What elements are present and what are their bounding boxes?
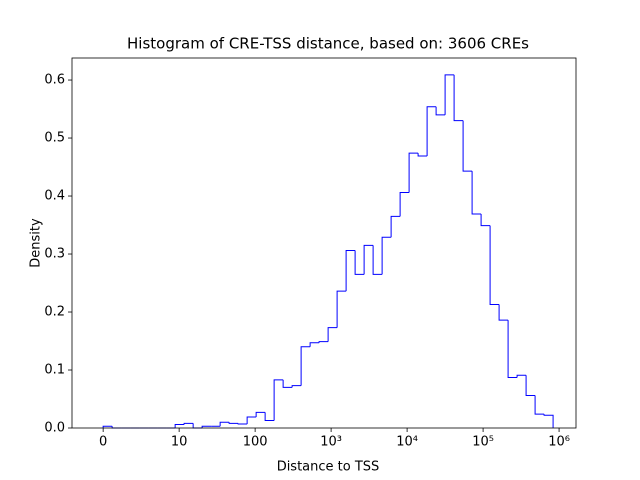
y-tick-label: 0.0 — [44, 421, 65, 436]
x-tick-label: 10³ — [320, 435, 342, 450]
histogram-bin — [426, 106, 437, 157]
histogram-bin — [435, 106, 446, 116]
histogram-bin — [201, 425, 212, 428]
histogram-bin — [516, 374, 527, 378]
histogram-bin — [390, 215, 401, 238]
x-tick-label: 0 — [99, 435, 107, 450]
x-tick-label: 10⁶ — [548, 435, 570, 450]
histogram-bin — [480, 214, 491, 227]
histogram-bin — [399, 192, 410, 217]
histogram-bin — [453, 74, 464, 122]
histogram-bin — [381, 236, 392, 275]
histogram-bin — [282, 379, 293, 388]
histogram-bin — [318, 341, 329, 343]
histogram-bin — [327, 327, 338, 342]
y-tick-label: 0.3 — [44, 247, 65, 262]
histogram-bin — [372, 245, 383, 275]
histogram-bin — [102, 425, 113, 428]
histogram-bin — [300, 346, 311, 386]
x-axis-label: Distance to TSS — [277, 460, 380, 475]
histogram-bin — [471, 171, 482, 215]
histogram-bin — [228, 422, 239, 424]
histogram-bin — [192, 423, 203, 429]
histogram-bin — [363, 244, 374, 275]
y-axis-label: Density — [29, 218, 44, 268]
histogram-bin — [408, 152, 419, 193]
y-tick-label: 0.2 — [44, 305, 65, 320]
x-tick-label: 10 — [171, 435, 188, 450]
histogram-bin — [219, 421, 230, 427]
histogram-bin — [525, 375, 536, 397]
y-tick-label: 0.5 — [44, 131, 65, 146]
histogram-bin — [489, 225, 500, 305]
histogram-bin — [534, 395, 545, 415]
x-tick-label: 100 — [243, 435, 268, 450]
y-tick-label: 0.4 — [44, 189, 65, 204]
histogram-bin — [354, 250, 365, 275]
x-tick-label: 10⁴ — [396, 435, 418, 450]
histogram-bin — [183, 422, 194, 425]
histogram-bin — [498, 304, 509, 321]
histogram-bin — [336, 290, 347, 328]
x-tick-label: 10⁵ — [472, 435, 494, 450]
histogram-bin — [309, 342, 320, 347]
histogram-bin — [237, 423, 248, 425]
histogram-bin — [444, 74, 455, 115]
histogram-bin — [255, 411, 266, 417]
histogram-bin — [174, 424, 185, 428]
histogram-bin — [462, 120, 473, 172]
y-tick-label: 0.1 — [44, 363, 65, 378]
chart-title: Histogram of CRE-TSS distance, based on:… — [127, 35, 529, 53]
histogram-bin — [264, 412, 275, 421]
histogram-bin — [345, 250, 356, 292]
histogram-bin — [417, 153, 428, 157]
histogram-bin — [507, 320, 518, 379]
y-tick-label: 0.6 — [44, 73, 65, 88]
plot-frame — [71, 57, 577, 429]
histogram-bin — [273, 379, 284, 421]
histogram-bin — [246, 416, 257, 424]
histogram-bin — [543, 414, 554, 428]
histogram-bin — [291, 385, 302, 388]
